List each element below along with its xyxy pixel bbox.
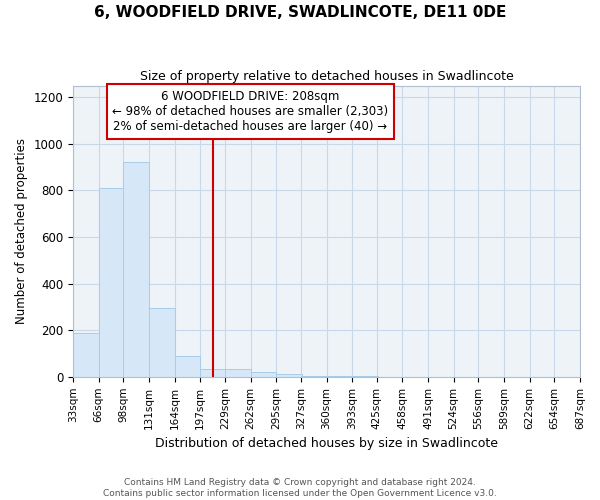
Text: 6, WOODFIELD DRIVE, SWADLINCOTE, DE11 0DE: 6, WOODFIELD DRIVE, SWADLINCOTE, DE11 0D… <box>94 5 506 20</box>
Bar <box>301 376 326 377</box>
X-axis label: Distribution of detached houses by size in Swadlincote: Distribution of detached houses by size … <box>155 437 498 450</box>
Bar <box>276 374 302 377</box>
Y-axis label: Number of detached properties: Number of detached properties <box>15 138 28 324</box>
Title: Size of property relative to detached houses in Swadlincote: Size of property relative to detached ho… <box>140 70 514 83</box>
Bar <box>98 188 124 377</box>
Bar <box>200 368 226 377</box>
Text: Contains HM Land Registry data © Crown copyright and database right 2024.
Contai: Contains HM Land Registry data © Crown c… <box>103 478 497 498</box>
Bar <box>225 368 251 377</box>
Bar <box>124 162 149 377</box>
Bar <box>149 308 175 377</box>
Text: 6 WOODFIELD DRIVE: 208sqm
← 98% of detached houses are smaller (2,303)
2% of sem: 6 WOODFIELD DRIVE: 208sqm ← 98% of detac… <box>112 90 389 133</box>
Bar <box>175 356 200 377</box>
Bar <box>326 376 352 377</box>
Bar <box>251 372 276 377</box>
Bar <box>73 332 98 377</box>
